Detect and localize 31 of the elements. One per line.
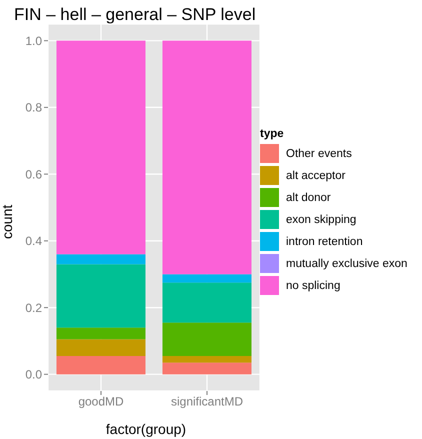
x-tick-label: significantMD — [170, 394, 244, 409]
y-tick-label: 0.4 — [25, 234, 42, 248]
legend-label: alt donor — [286, 192, 331, 204]
bar — [162, 322, 252, 356]
bar — [56, 356, 146, 374]
y-axis-title: count — [0, 204, 15, 239]
bar — [56, 328, 146, 340]
legend-label: mutually exclusive exon — [286, 258, 408, 270]
y-tick-label: 1.0 — [25, 34, 42, 48]
y-tick-label: 0.2 — [25, 300, 42, 315]
bar — [162, 274, 252, 283]
y-tick-label: 0.8 — [25, 100, 42, 115]
bar — [162, 356, 252, 363]
x-axis-title: factor(group) — [104, 421, 188, 437]
bar — [56, 40, 146, 254]
x-tick-label: goodMD — [78, 394, 124, 409]
y-tick-label: 0.0 — [25, 368, 42, 382]
legend-label: Other events — [286, 148, 352, 160]
chart-title: FIN – hell – general – SNP level — [14, 5, 256, 25]
legend-label: alt acceptor — [286, 170, 346, 182]
bar — [56, 339, 146, 356]
bar — [162, 40, 252, 274]
bar — [162, 282, 252, 323]
bar — [56, 254, 146, 264]
legend-label: intron retention — [286, 236, 363, 248]
bar — [162, 362, 252, 374]
y-tick-label: 0.6 — [25, 167, 42, 182]
legend-title: type — [260, 128, 285, 140]
bar — [56, 264, 146, 328]
legend-label: exon skipping — [286, 214, 356, 226]
legend-label: no splicing — [286, 280, 340, 292]
